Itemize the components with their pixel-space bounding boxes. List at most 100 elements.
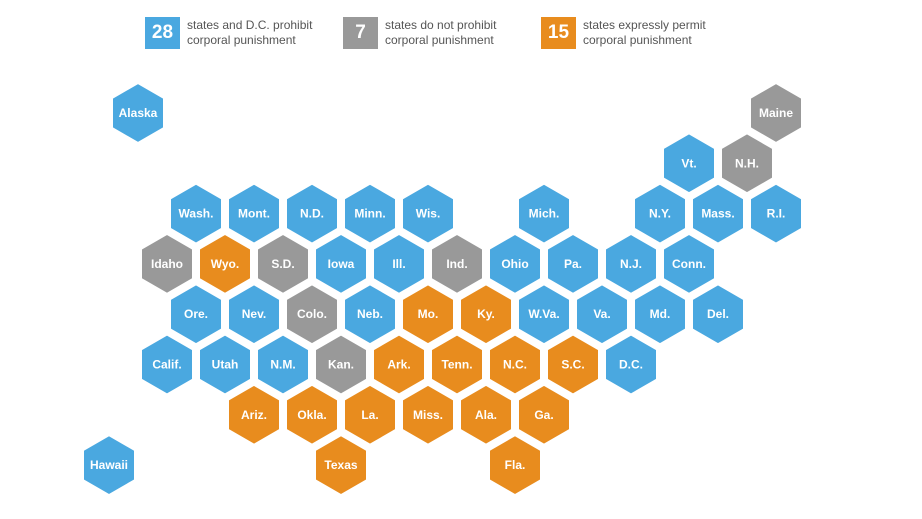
state-label: Alaska (119, 106, 158, 120)
state-hex-shape (372, 333, 426, 396)
state-hex-texas: Texas (314, 433, 368, 497)
state-hex-r-i: R.I. (749, 182, 803, 245)
state-hex-n-y: N.Y. (633, 182, 687, 245)
state-hex-miss: Miss. (401, 383, 455, 446)
state-label: Mass. (701, 207, 734, 221)
state-label: R.I. (767, 207, 786, 221)
state-label: Iowa (328, 257, 355, 271)
state-hex-w-va: W.Va. (517, 283, 571, 346)
state-hex-shape (691, 283, 745, 346)
state-label: Ark. (387, 358, 410, 372)
state-label: N.C. (503, 358, 527, 372)
state-hex-wash: Wash. (169, 182, 223, 245)
state-hex-shape (720, 132, 774, 195)
state-label: Md. (650, 307, 671, 321)
state-hex-ind: Ind. (430, 232, 484, 296)
state-label: D.C. (619, 358, 643, 372)
state-hex-ga: Ga. (517, 383, 571, 446)
state-label: Conn. (672, 257, 706, 271)
state-label: N.D. (300, 207, 324, 221)
state-label: Wyo. (211, 257, 239, 271)
state-hex-utah: Utah (198, 333, 252, 396)
state-hex-ill: Ill. (372, 232, 426, 296)
state-hex-wyo: Wyo. (198, 232, 252, 296)
state-label: Maine (759, 106, 793, 120)
state-label: Miss. (413, 408, 443, 422)
state-label: Mo. (418, 307, 439, 321)
state-hex-n-d: N.D. (285, 182, 339, 245)
state-label: Texas (324, 458, 357, 472)
state-hex-shape (169, 182, 223, 245)
state-label: Mont. (238, 207, 270, 221)
state-label: Calif. (152, 358, 181, 372)
state-hex-shape (343, 383, 397, 446)
state-label: Ga. (534, 408, 553, 422)
state-hex-shape (546, 232, 600, 296)
state-hex-ark: Ark. (372, 333, 426, 396)
state-hex-shape (488, 333, 542, 396)
state-hex-shape (314, 333, 368, 396)
state-hex-shape (314, 433, 368, 497)
state-label: Vt. (681, 156, 696, 170)
state-hex-ariz: Ariz. (227, 383, 281, 446)
state-hex-shape (517, 283, 571, 346)
state-hex-shape (517, 182, 571, 245)
state-hex-shape (662, 232, 716, 296)
state-hex-mo: Mo. (401, 283, 455, 346)
state-hex-shape (401, 283, 455, 346)
legend-permit-label: states expressly permit corporal punishm… (583, 18, 706, 47)
state-hex-mass: Mass. (691, 182, 745, 245)
state-label: S.C. (561, 358, 584, 372)
state-label: La. (361, 408, 378, 422)
state-label: N.Y. (649, 207, 671, 221)
state-hex-n-h: N.H. (720, 132, 774, 195)
state-label: Ill. (392, 257, 405, 271)
state-hex-neb: Neb. (343, 283, 397, 346)
state-hex-hawaii: Hawaii (82, 433, 136, 497)
state-hex-n-c: N.C. (488, 333, 542, 396)
state-hex-kan: Kan. (314, 333, 368, 396)
state-hex-iowa: Iowa (314, 232, 368, 296)
state-label: Va. (593, 307, 610, 321)
state-label: Ohio (501, 257, 528, 271)
state-label: Ky. (477, 307, 495, 321)
state-hex-la: La. (343, 383, 397, 446)
state-label: W.Va. (528, 307, 559, 321)
state-hex-s-d: S.D. (256, 232, 310, 296)
state-label: Utah (212, 358, 239, 372)
state-hex-vt: Vt. (662, 132, 716, 195)
state-label: Pa. (564, 257, 582, 271)
state-hex-shape (430, 232, 484, 296)
state-hex-shape (111, 81, 165, 145)
state-hex-shape (633, 182, 687, 245)
state-hex-fla: Fla. (488, 433, 542, 497)
state-label: Tenn. (441, 358, 472, 372)
state-hex-shape (256, 333, 310, 396)
state-hex-shape (633, 283, 687, 346)
state-hex-shape (285, 383, 339, 446)
state-hex-ala: Ala. (459, 383, 513, 446)
state-hex-shape (198, 333, 252, 396)
state-hex-n-j: N.J. (604, 232, 658, 296)
state-label: Ala. (475, 408, 497, 422)
state-hex-wis: Wis. (401, 182, 455, 245)
state-hex-s-c: S.C. (546, 333, 600, 396)
state-hex-n-m: N.M. (256, 333, 310, 396)
state-hex-shape (604, 333, 658, 396)
state-hex-va: Va. (575, 283, 629, 346)
state-label: N.M. (270, 358, 295, 372)
state-hex-shape (691, 182, 745, 245)
state-label: Fla. (505, 458, 526, 472)
state-hex-shape (227, 383, 281, 446)
legend-permit-count: 15 (541, 17, 576, 49)
state-hex-pa: Pa. (546, 232, 600, 296)
state-label: N.H. (735, 156, 759, 170)
state-label: S.D. (271, 257, 294, 271)
state-label: Colo. (297, 307, 327, 321)
state-hex-shape (459, 283, 513, 346)
state-label: Idaho (151, 257, 183, 271)
state-label: Ore. (184, 307, 208, 321)
legend-not-prohibit-label: states do not prohibit corporal punishme… (385, 18, 497, 47)
state-label: Wash. (179, 207, 214, 221)
